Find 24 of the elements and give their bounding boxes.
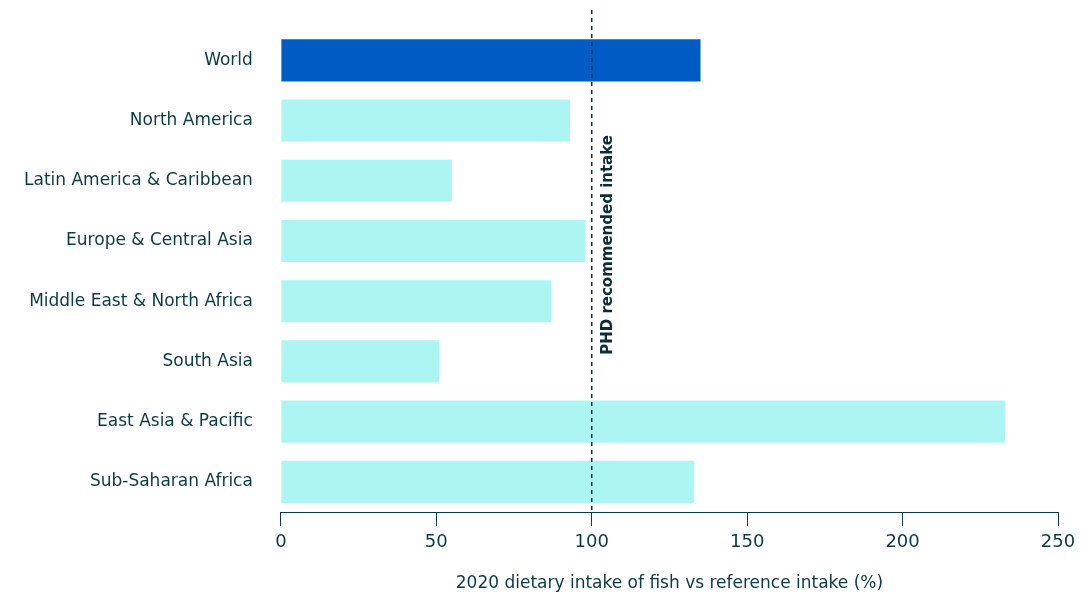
y-tick-label: Middle East & North Africa bbox=[29, 289, 253, 310]
x-tick-label: 250 bbox=[1040, 530, 1076, 552]
x-tick-label: 0 bbox=[275, 530, 287, 552]
y-tick-label: Europe & Central Asia bbox=[66, 229, 253, 250]
bar bbox=[281, 219, 586, 263]
y-tick-label: North America bbox=[129, 108, 253, 129]
bar bbox=[281, 280, 552, 323]
bar bbox=[281, 460, 695, 503]
bar bbox=[281, 159, 452, 202]
bar bbox=[281, 340, 440, 383]
bar bbox=[281, 39, 701, 82]
bar bbox=[281, 99, 570, 142]
y-tick-label: East Asia & Pacific bbox=[97, 410, 253, 431]
y-tick-label: Latin America & Caribbean bbox=[23, 169, 253, 190]
x-tick-label: 150 bbox=[729, 530, 765, 552]
x-tick-label: 100 bbox=[574, 530, 609, 552]
ref-line-label: PHD recommended intake bbox=[597, 135, 616, 355]
x-tick-label: 50 bbox=[424, 530, 448, 552]
x-tick-label: 200 bbox=[885, 530, 920, 552]
y-tick-label: South Asia bbox=[162, 349, 253, 370]
bar bbox=[281, 400, 1006, 443]
x-axis-title: 2020 dietary intake of fish vs reference intake (%) bbox=[455, 572, 884, 593]
y-tick-label: Sub-Saharan Africa bbox=[89, 470, 253, 491]
y-tick-label: World bbox=[204, 48, 253, 69]
